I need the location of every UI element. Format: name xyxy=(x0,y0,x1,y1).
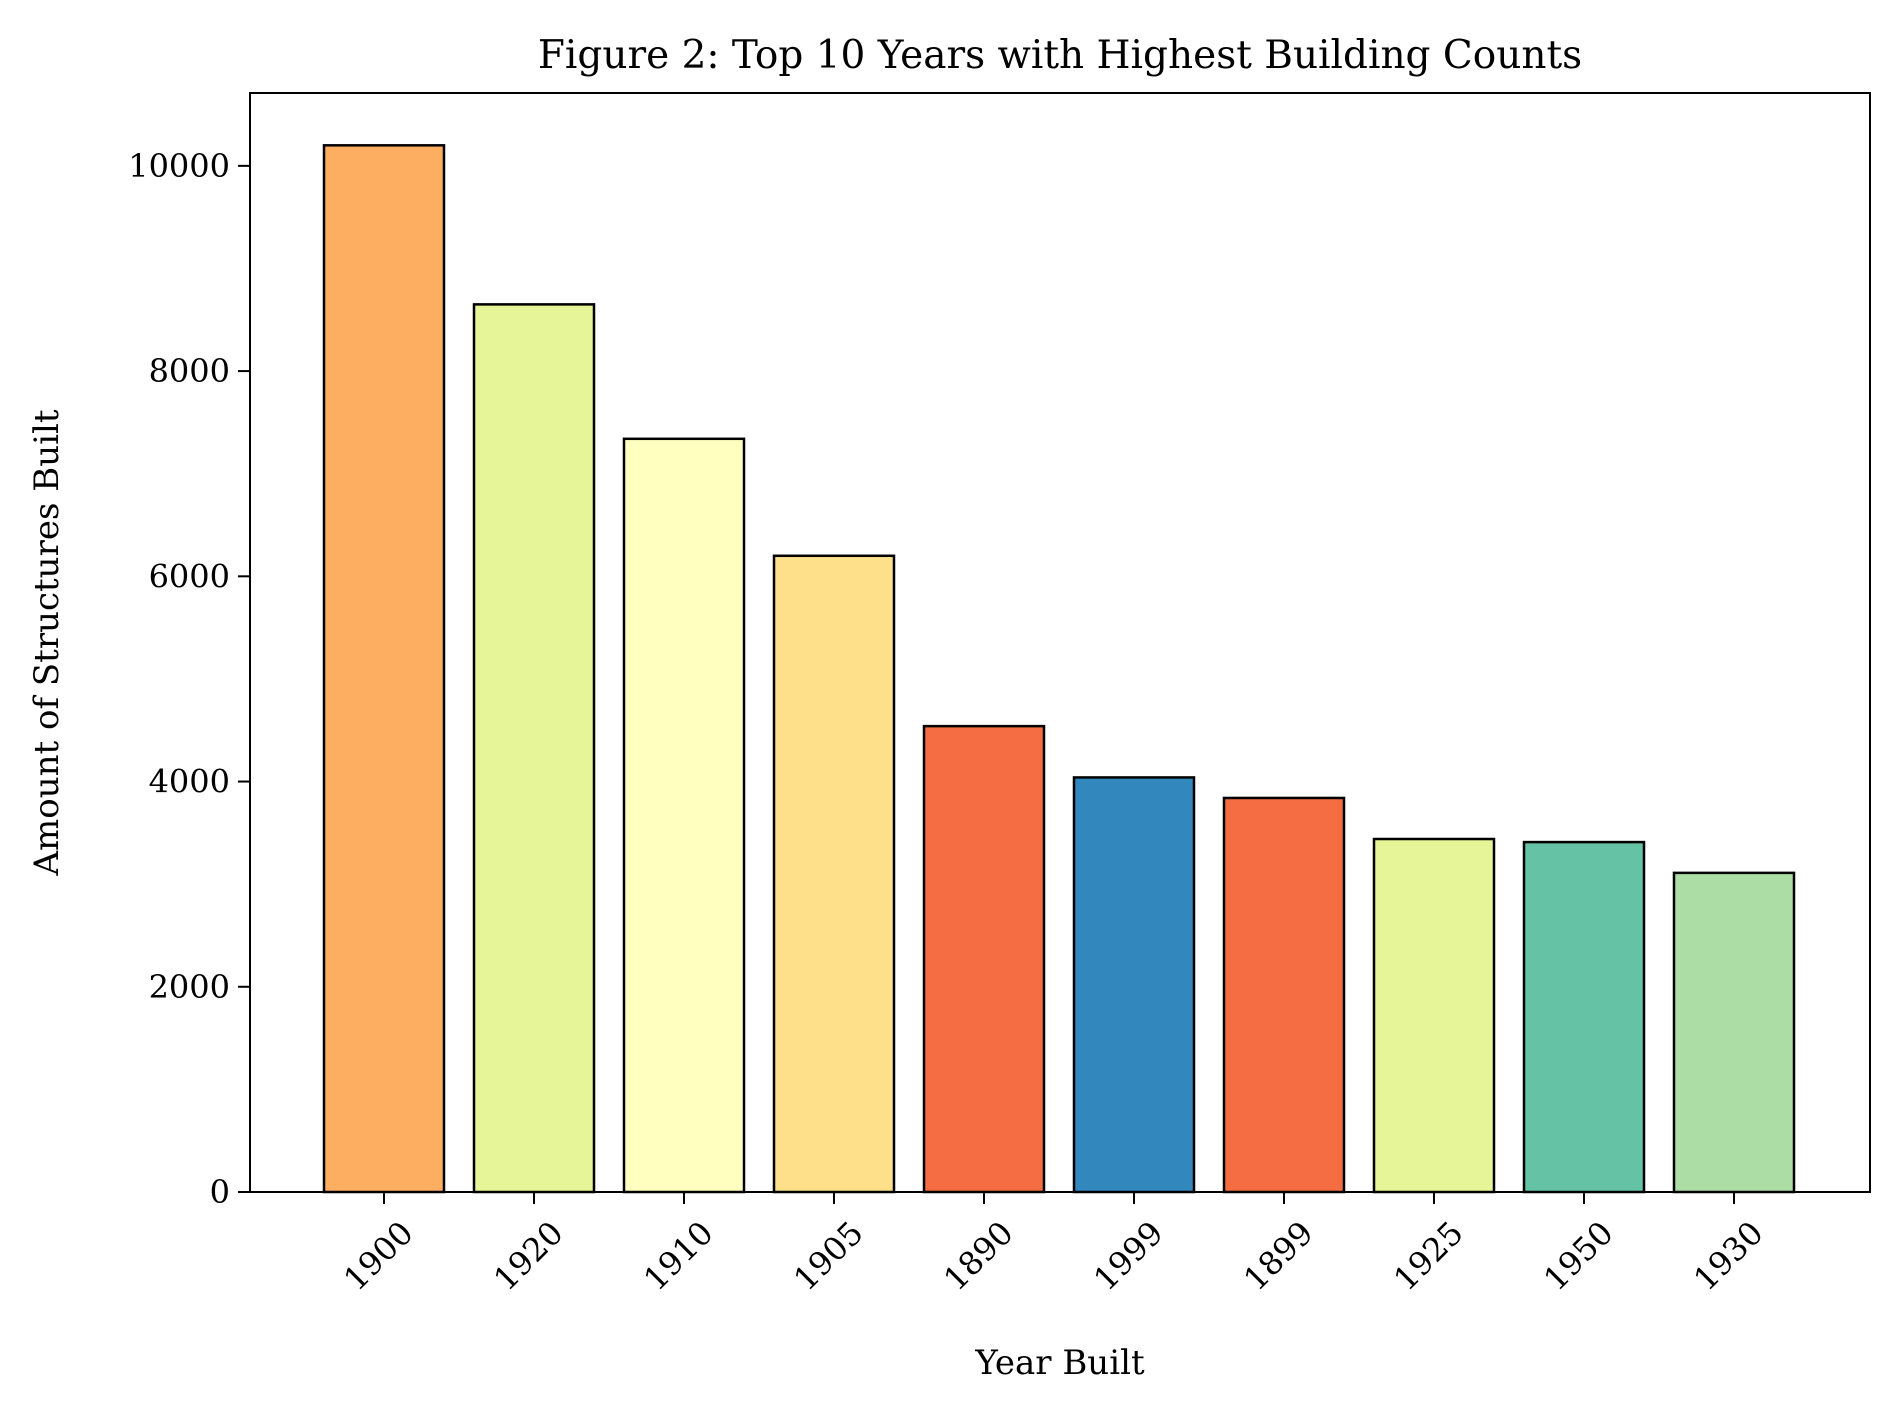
bar-1930 xyxy=(1672,871,1796,1194)
y-axis-ticks: 0 2000 4000 6000 8000 10000 xyxy=(128,147,250,1211)
y-axis-label: Amount of Structures Built xyxy=(27,409,67,876)
bar-1899 xyxy=(1222,796,1346,1194)
bar-1920 xyxy=(472,303,596,1194)
x-axis-label: Year Built xyxy=(974,1343,1145,1383)
bar-1925 xyxy=(1372,837,1496,1194)
y-tick-label: 6000 xyxy=(149,557,230,595)
y-tick-label: 8000 xyxy=(149,352,230,390)
bar-1950 xyxy=(1522,840,1646,1194)
chart-title: Figure 2: Top 10 Years with Highest Buil… xyxy=(538,33,1582,78)
bar-1890 xyxy=(922,724,1046,1194)
bar-1999 xyxy=(1072,776,1196,1194)
y-tick-label: 0 xyxy=(210,1173,230,1211)
bar-1910 xyxy=(622,437,746,1194)
y-tick-label: 2000 xyxy=(149,968,230,1006)
bars-group xyxy=(322,144,1796,1194)
y-tick-label: 10000 xyxy=(128,147,230,185)
bar-1900 xyxy=(322,144,446,1194)
y-tick-label: 4000 xyxy=(149,763,230,801)
bar-1905 xyxy=(772,554,896,1194)
axes-frame xyxy=(249,92,1871,1193)
